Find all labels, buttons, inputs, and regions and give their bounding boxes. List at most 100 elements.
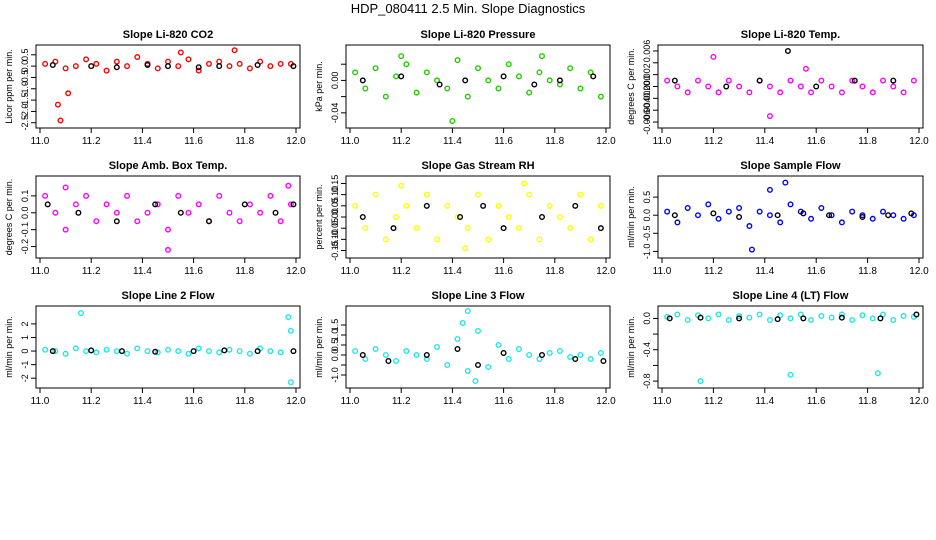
data-point-slope: [808, 89, 815, 96]
data-point-slope: [777, 89, 784, 96]
data-point-slope: [246, 65, 253, 72]
data-point-slope: [464, 93, 471, 100]
panel-4: Slope Amb. Box Temp. 11.0 11.2 11.4 11.6 11.8…: [4, 160, 306, 277]
x-tick-label: 11.6: [184, 136, 203, 147]
data-point-slope: [52, 209, 59, 216]
data-point-reference: [88, 347, 95, 354]
data-point-slope: [444, 362, 451, 369]
data-point-slope: [393, 73, 400, 80]
x-tick-label: 11.6: [807, 136, 826, 147]
data-point-slope: [674, 311, 681, 318]
y-axis-label: ml/min per min.: [314, 316, 324, 378]
data-point-slope: [567, 225, 574, 232]
data-point-slope: [403, 202, 410, 209]
data-point-slope: [736, 313, 743, 320]
x-tick-label: 11.2: [82, 136, 101, 147]
y-tick-label: -0.5: [642, 226, 652, 242]
x-tick-label: 11.0: [653, 266, 672, 277]
data-point-slope: [725, 77, 732, 84]
data-point-slope: [797, 311, 804, 318]
data-point-reference: [800, 315, 807, 322]
data-point-slope: [57, 117, 64, 124]
y-tick-label: 0.0: [642, 312, 652, 325]
x-tick-label: 11.0: [31, 396, 50, 407]
data-point-slope: [93, 218, 100, 225]
data-point-slope: [536, 356, 543, 363]
data-point-slope: [403, 61, 410, 68]
data-point-slope: [164, 346, 171, 353]
data-point-slope: [195, 345, 202, 352]
data-point-slope: [144, 209, 151, 216]
y-tick-label: 0.5: [20, 49, 30, 62]
data-point-slope: [372, 65, 379, 72]
y-tick-label: 0.006: [642, 40, 652, 63]
x-tick-label: 11.8: [545, 136, 564, 147]
data-point-slope: [352, 202, 359, 209]
data-point-reference: [113, 218, 120, 225]
data-point-slope: [257, 209, 264, 216]
panel-2: Slope Li-820 Pressure 11.0 11.2 11.4 11.6 11.…: [314, 29, 616, 147]
y-tick-label: 0.15: [330, 175, 340, 193]
data-point-slope: [277, 349, 284, 356]
data-point-slope: [352, 69, 359, 76]
data-point-slope: [287, 379, 294, 386]
data-point-slope: [766, 212, 773, 219]
data-point-slope: [577, 191, 584, 198]
data-point-reference: [75, 209, 82, 216]
x-tick-label: 11.4: [443, 266, 462, 277]
y-tick-label: 0.05: [330, 197, 340, 215]
data-point-slope: [684, 89, 691, 96]
y-tick-label: -0.004: [642, 97, 652, 123]
data-point-slope: [787, 371, 794, 378]
data-point-slope: [93, 60, 100, 67]
data-point-slope: [393, 358, 400, 365]
data-point-slope: [236, 348, 243, 355]
data-point-slope: [756, 311, 763, 318]
data-point-reference: [290, 348, 297, 355]
y-tick-label: 0.00: [330, 72, 340, 90]
data-point-slope: [838, 89, 845, 96]
x-tick-label: 12.0: [286, 396, 306, 407]
data-point-slope: [423, 69, 430, 76]
data-point-slope: [485, 77, 492, 84]
data-point-slope: [495, 342, 502, 349]
y-tick-label: -0.05: [330, 218, 340, 239]
x-tick-label: 11.6: [807, 396, 826, 407]
x-tick-label: 11.6: [494, 396, 513, 407]
data-point-reference: [851, 77, 858, 84]
x-tick-label: 11.0: [341, 136, 360, 147]
data-point-slope: [72, 201, 79, 208]
data-point-slope: [849, 208, 856, 215]
data-point-slope: [154, 201, 161, 208]
data-point-slope: [175, 63, 182, 70]
y-tick-label: -2: [20, 374, 30, 382]
data-point-reference: [723, 83, 730, 90]
x-tick-label: 12.0: [596, 396, 616, 407]
plot-frame: [35, 175, 301, 259]
y-axis-label: ml/min per min.: [626, 316, 636, 378]
data-point-slope: [684, 204, 691, 211]
data-point-slope: [287, 327, 294, 334]
data-point-slope: [434, 77, 441, 84]
plot-frame: [345, 175, 611, 259]
data-point-slope: [475, 191, 482, 198]
x-tick-label: 11.2: [704, 136, 723, 147]
data-point-reference: [144, 61, 151, 68]
x-tick-label: 11.2: [82, 396, 101, 407]
data-point-slope: [398, 182, 405, 189]
data-point-reference: [500, 350, 507, 357]
data-point-slope: [77, 310, 84, 317]
data-point-slope: [900, 313, 907, 320]
data-point-reference: [774, 212, 781, 219]
data-point-reference: [272, 209, 279, 216]
data-point-reference: [164, 63, 171, 70]
x-tick-label: 11.2: [392, 396, 411, 407]
data-point-slope: [464, 308, 471, 315]
y-tick-label: 0: [20, 349, 30, 354]
data-point-slope: [869, 215, 876, 222]
data-point-slope: [818, 77, 825, 84]
data-point-slope: [472, 378, 479, 385]
y-tick-label: -1: [20, 361, 30, 369]
data-point-slope: [521, 180, 528, 187]
data-point-reference: [890, 77, 897, 84]
